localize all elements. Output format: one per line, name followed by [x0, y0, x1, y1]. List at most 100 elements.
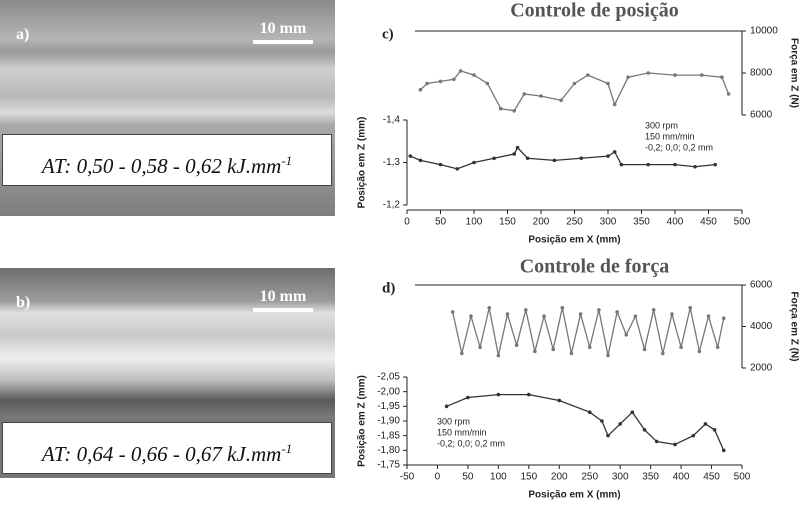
chart-title: Controle de força [520, 256, 670, 278]
data-point [533, 349, 537, 354]
x-tick-label: 200 [533, 217, 550, 228]
data-point [646, 71, 650, 75]
data-point [485, 81, 490, 86]
x-tick-label: 350 [642, 472, 659, 483]
annotation: 300 rpm [645, 120, 678, 130]
annotation: -0,2; 0,0; 0,2 mm [645, 142, 713, 152]
data-point [606, 81, 610, 86]
y2-axis-title: Força em Z (N) [788, 38, 799, 108]
data-point [425, 81, 429, 86]
y2-tick-label: 10000 [750, 26, 778, 37]
x-tick-label: 250 [566, 217, 583, 228]
panel-label: a) [16, 26, 30, 43]
data-point [587, 410, 592, 415]
data-point [418, 158, 423, 163]
data-point [496, 353, 501, 358]
y-tick-label: -1,80 [377, 445, 400, 456]
caption-exponent: -1 [281, 441, 293, 456]
photo-b: b) 10 mm [0, 268, 335, 418]
data-point [721, 316, 726, 321]
photo-a: a) 10 mm AT: 0,50 - 0,58 - 0,62 kJ.mm-1 [0, 0, 335, 216]
data-point [630, 410, 635, 415]
annotation: 150 mm/min [437, 427, 487, 437]
y-axis-title: Posição em Z (mm) [357, 117, 368, 209]
y2-tick-label: 4000 [750, 321, 773, 332]
data-point [515, 145, 520, 150]
data-point [642, 428, 647, 432]
data-point [578, 312, 583, 316]
panel-label: d) [382, 280, 395, 296]
data-point [450, 310, 455, 314]
y-tick-label: -1,90 [377, 416, 400, 427]
y2-axis-title: Força em Z (N) [788, 291, 799, 361]
data-point [539, 94, 543, 98]
y2-tick-label: 2000 [750, 363, 773, 374]
data-point [670, 312, 674, 316]
data-point [721, 448, 726, 453]
y2-tick-label: 6000 [750, 110, 773, 121]
data-point [618, 422, 622, 426]
data-point [612, 150, 617, 154]
data-point [624, 333, 629, 337]
scale-bar: 10 mm [253, 288, 313, 312]
y-tick-label: -1,4 [383, 115, 401, 126]
data-point [642, 347, 647, 352]
data-point [438, 162, 443, 167]
y-tick-label: -2,00 [377, 386, 400, 397]
data-point [572, 81, 577, 86]
y-tick-label: -1,85 [377, 430, 400, 441]
data-point [525, 156, 530, 161]
data-point [492, 156, 496, 161]
scale-label: 10 mm [259, 288, 307, 305]
photo-b-lower: AT: 0,64 - 0,66 - 0,67 kJ.mm-1 [0, 418, 335, 478]
data-point [626, 75, 630, 79]
x-tick-label: 0 [404, 217, 410, 228]
data-point [487, 306, 492, 310]
x-tick-label: 150 [499, 217, 516, 228]
x-tick-label: 500 [734, 217, 751, 228]
data-point [712, 428, 717, 432]
panel-label: c) [382, 26, 394, 42]
data-point [455, 167, 460, 171]
data-point [472, 73, 476, 77]
caption-exponent: -1 [281, 153, 293, 168]
data-point [586, 73, 590, 77]
data-point [661, 351, 665, 356]
data-point [472, 160, 476, 165]
data-point [527, 392, 531, 397]
x-tick-label: 400 [667, 217, 684, 228]
data-point [706, 314, 711, 318]
data-point [512, 152, 516, 156]
data-point [523, 308, 528, 312]
data-point [612, 102, 617, 107]
data-line [410, 146, 716, 170]
data-point [673, 73, 677, 77]
x-tick-label: 400 [673, 472, 690, 483]
caption: AT: 0,50 - 0,58 - 0,62 kJ.mm [41, 154, 282, 178]
data-point [587, 345, 592, 350]
data-point [579, 156, 583, 161]
data-point [499, 106, 503, 111]
data-point [646, 162, 650, 167]
chart-title: Controle de posição [510, 0, 679, 22]
y-axis-title: Posição em Z (mm) [357, 375, 368, 467]
x-axis-title: Posição em X (mm) [528, 235, 620, 246]
data-point [514, 343, 519, 347]
data-point [496, 392, 501, 397]
data-point [460, 351, 464, 356]
data-point [679, 345, 683, 350]
x-tick-label: 200 [551, 472, 568, 483]
data-point [713, 162, 717, 167]
data-line [452, 307, 725, 356]
data-point [542, 314, 546, 318]
data-point [478, 345, 482, 350]
x-tick-label: 100 [466, 217, 483, 228]
data-point [597, 308, 601, 312]
y-tick-label: -1,95 [377, 401, 400, 412]
annotation: 300 rpm [437, 416, 470, 426]
y2-tick-label: 6000 [750, 280, 773, 291]
data-point [458, 69, 463, 73]
data-point [720, 75, 724, 79]
y2-tick-label: 8000 [750, 68, 773, 79]
